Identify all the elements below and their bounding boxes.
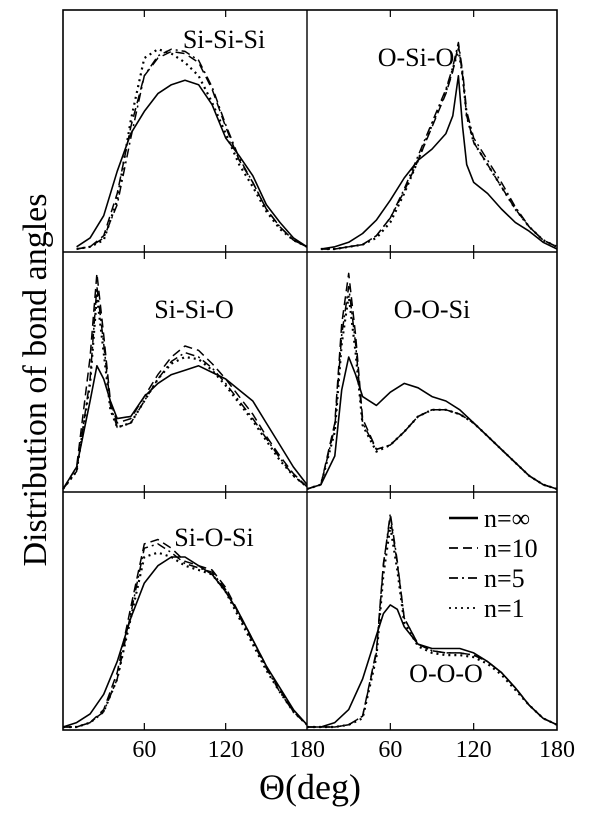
x-axis-label: Θ(deg) bbox=[259, 767, 361, 807]
series-line bbox=[63, 538, 308, 728]
panel-title: O-O-O bbox=[409, 659, 483, 688]
legend-label: n=5 bbox=[484, 564, 525, 593]
panel-title: O-O-Si bbox=[394, 295, 471, 324]
series-line bbox=[76, 48, 308, 250]
series-line bbox=[62, 556, 308, 728]
x-tick-label: 180 bbox=[539, 737, 575, 763]
series-line bbox=[62, 272, 308, 490]
series-line bbox=[63, 543, 308, 728]
legend-label: n=∞ bbox=[484, 504, 530, 533]
panel-title: Si-O-Si bbox=[174, 523, 253, 552]
series-line bbox=[62, 365, 308, 490]
y-axis-label-wrap: Distribution of bond angles bbox=[8, 130, 64, 630]
panel-title: O-Si-O bbox=[378, 43, 455, 72]
panel-title: Si-Si-Si bbox=[183, 25, 265, 54]
series-line bbox=[320, 41, 558, 250]
series-line bbox=[62, 294, 308, 490]
x-tick-label: 120 bbox=[456, 737, 492, 763]
series-line bbox=[306, 356, 558, 490]
series-line bbox=[320, 75, 558, 250]
x-tick-label: 180 bbox=[289, 737, 325, 763]
series-line bbox=[320, 44, 558, 250]
series-line bbox=[306, 294, 558, 491]
series-line bbox=[307, 512, 558, 728]
panel-title: Si-Si-O bbox=[154, 295, 233, 324]
x-tick-label: 60 bbox=[132, 737, 156, 763]
y-axis-label: Distribution of bond angles bbox=[17, 193, 54, 567]
series-line bbox=[76, 48, 308, 251]
legend-label: n=10 bbox=[484, 534, 538, 563]
plot-frame bbox=[62, 9, 558, 731]
x-tick-label: 60 bbox=[378, 737, 402, 763]
series-line bbox=[320, 48, 558, 251]
series-line bbox=[76, 79, 308, 248]
series-line bbox=[76, 50, 308, 250]
series-line bbox=[307, 525, 558, 729]
series-line bbox=[62, 285, 308, 490]
x-tick-label: 120 bbox=[208, 737, 244, 763]
legend-label: n=1 bbox=[484, 594, 525, 623]
